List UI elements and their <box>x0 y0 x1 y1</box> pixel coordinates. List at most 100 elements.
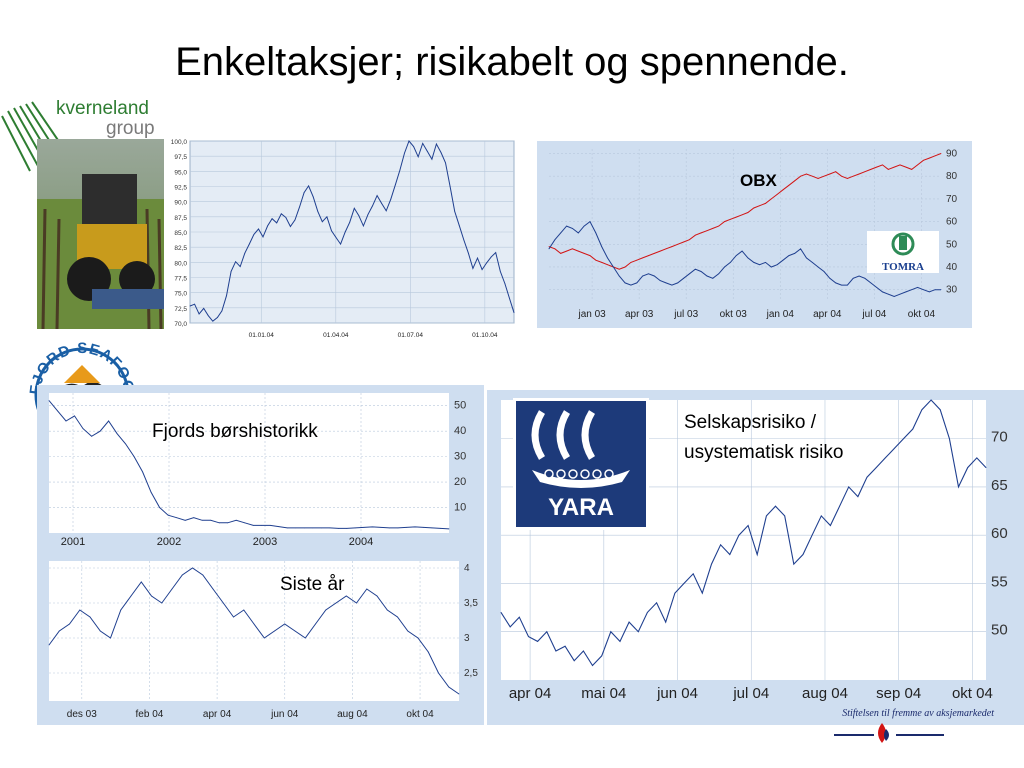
x-tick-label: okt 04 <box>406 709 434 720</box>
data-point <box>882 291 883 293</box>
data-point <box>252 524 254 526</box>
y-tick-label: 75,0 <box>174 291 187 298</box>
data-point <box>431 158 433 160</box>
y-tick-label: 60 <box>991 525 1008 542</box>
data-point <box>566 250 567 252</box>
data-point <box>829 277 831 279</box>
data-point <box>811 534 813 536</box>
data-point <box>782 189 784 191</box>
data-point <box>823 271 825 272</box>
data-point <box>857 496 859 497</box>
data-point <box>759 205 761 207</box>
data-point <box>958 486 959 488</box>
data-point <box>601 655 603 657</box>
data-point <box>852 277 854 279</box>
data-point <box>829 173 831 175</box>
data-point <box>499 271 501 272</box>
y-tick-label: 60 <box>946 217 958 228</box>
data-point <box>917 164 918 166</box>
obx-tomra-chart: 90 80 70 60 50 40 30 jan 03 apr 03 jul 03 okt 03 ja… <box>537 141 972 328</box>
data-point <box>294 219 296 221</box>
data-point <box>394 184 396 186</box>
data-point <box>181 574 183 576</box>
data-point <box>870 169 872 170</box>
data-point <box>724 221 725 222</box>
data-point <box>274 630 275 632</box>
data-point <box>665 282 667 284</box>
data-point <box>69 623 70 625</box>
series-line-0 <box>189 140 515 322</box>
x-tick-label: apr 04 <box>203 709 232 720</box>
data-point <box>192 567 193 569</box>
data-point <box>566 225 567 227</box>
data-point <box>495 252 497 254</box>
data-point <box>864 277 866 279</box>
data-point <box>408 140 410 142</box>
data-point <box>267 225 268 227</box>
data-point <box>595 232 597 234</box>
data-point <box>133 456 135 458</box>
data-point <box>852 175 854 177</box>
kverneland-chart-panel: 100,0 97,5 95,0 92,5 90,0 87,5 85,0 82,5 80,0 77,… <box>168 133 518 345</box>
data-point <box>589 221 591 222</box>
footer-logo: Stiftelsen til fremme av aksjemarkedet <box>774 708 994 758</box>
x-tick-label: okt 03 <box>720 309 748 320</box>
data-point <box>610 631 612 633</box>
data-point <box>976 457 978 459</box>
data-point <box>770 198 772 200</box>
data-point <box>472 268 474 269</box>
data-point <box>276 222 278 224</box>
yara-price-chart: 70 65 60 55 50 apr 04 mai 04 jun 04 jul 04 aug 04… <box>487 390 1024 725</box>
data-point <box>923 159 924 161</box>
x-tick-label: mai 04 <box>581 685 626 702</box>
data-point <box>212 588 214 590</box>
data-point <box>176 517 178 519</box>
data-point <box>194 303 195 305</box>
data-point <box>788 255 790 257</box>
data-point <box>870 282 872 284</box>
data-point <box>212 320 214 322</box>
data-point <box>235 519 237 521</box>
data-point <box>226 295 227 297</box>
data-point <box>572 248 573 250</box>
data-point <box>934 155 936 157</box>
x-tick-label: okt 04 <box>952 685 993 702</box>
y-tick-label: 55 <box>991 573 1008 590</box>
data-point <box>385 210 387 212</box>
data-point <box>846 178 848 179</box>
data-point <box>349 221 351 223</box>
data-point <box>601 262 603 263</box>
data-point <box>193 517 195 519</box>
fjord-history-title: Fjords børshistorikk <box>152 421 318 442</box>
x-tick-label: des 03 <box>67 709 97 720</box>
data-point <box>167 514 169 516</box>
data-point <box>674 592 676 594</box>
data-point <box>448 528 450 530</box>
data-point <box>940 289 942 291</box>
data-point <box>221 310 223 312</box>
data-point <box>776 264 778 266</box>
data-point <box>911 169 913 170</box>
x-tick-label: 2002 <box>157 536 181 548</box>
yara-chart-panel: 70 65 60 55 50 apr 04 mai 04 jun 04 jul 04 aug 04… <box>487 390 1024 725</box>
data-point <box>741 250 743 252</box>
data-point <box>820 515 822 517</box>
data-point <box>560 252 562 254</box>
data-point <box>303 192 305 193</box>
data-point <box>701 592 703 594</box>
data-point <box>624 282 626 284</box>
data-point <box>858 275 860 277</box>
data-point <box>312 196 314 198</box>
data-point <box>376 595 378 597</box>
data-point <box>806 257 807 259</box>
data-point <box>689 239 690 241</box>
data-point <box>116 433 118 435</box>
y-tick-label: 72,5 <box>174 306 187 313</box>
kverneland-logo-mark: kverneland group <box>1 98 155 172</box>
data-point <box>244 252 246 254</box>
x-tick-label: 2003 <box>253 536 277 548</box>
data-point <box>399 169 401 171</box>
data-point <box>724 266 725 268</box>
y-tick-label: 3 <box>464 633 470 644</box>
data-point <box>729 262 731 263</box>
